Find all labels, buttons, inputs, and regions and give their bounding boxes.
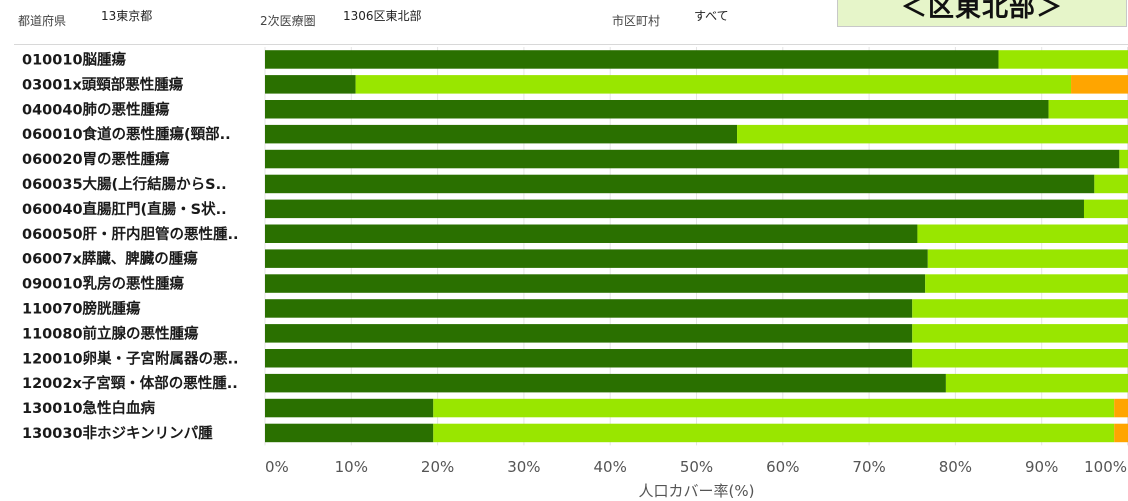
bar-segment-2: [433, 423, 1115, 443]
bar-segment-2: [433, 398, 1115, 418]
bar-segment-1: [265, 50, 999, 69]
bar-segment-1: [265, 149, 1120, 169]
x-tick-label: 80%: [939, 458, 972, 476]
category-label: 060050肝・肝内胆管の悪性腫..: [22, 225, 239, 243]
bar-segment-2: [912, 324, 1128, 343]
bar-segment-2: [998, 50, 1128, 69]
bar-segment-2: [1119, 149, 1128, 169]
bar-segment-2: [912, 299, 1128, 318]
x-tick-label: 90%: [1025, 458, 1058, 476]
bar-segment-1: [265, 324, 913, 343]
bar-segment-1: [265, 373, 946, 393]
bar-segment-2: [945, 373, 1128, 393]
bar-segment-2: [1083, 199, 1128, 219]
x-tick-label: 20%: [421, 458, 454, 476]
category-label: 110080前立腺の悪性腫瘍: [22, 324, 199, 342]
bar-segment-2: [917, 224, 1128, 243]
header-divider: [14, 44, 1128, 45]
category-label: 040040肺の悪性腫瘍: [22, 100, 170, 118]
bar-segment-1: [265, 423, 434, 443]
bar-segment-3: [1114, 423, 1128, 443]
x-tick-label: 30%: [507, 458, 540, 476]
bar-segment-2: [927, 249, 1128, 268]
category-label: 010010脳腫瘍: [22, 50, 127, 68]
medical-area-label: 2次医療圏: [260, 14, 316, 28]
category-label: 06007x膵臓、脾臓の腫瘍: [22, 250, 198, 268]
category-label: 03001x頭頸部悪性腫瘍: [22, 75, 184, 93]
prefecture-value[interactable]: 13東京都: [101, 9, 153, 23]
category-label: 130030非ホジキンリンパ腫: [22, 424, 213, 442]
bar-segment-2: [1094, 174, 1128, 194]
x-tick-label: 70%: [852, 458, 885, 476]
bar-segment-2: [1048, 100, 1128, 119]
bar-segment-2: [737, 124, 1128, 144]
category-label: 060040直腸肛門(直腸・S状..: [22, 200, 227, 218]
bar-segment-1: [265, 349, 913, 368]
bar-segment-1: [265, 124, 738, 144]
city-label: 市区町村: [612, 14, 661, 28]
prefecture-label: 都道府県: [18, 14, 67, 28]
bar-segment-2: [355, 75, 1072, 94]
x-tick-label: 50%: [680, 458, 713, 476]
category-label: 120010卵巣・子宮附属器の悪..: [22, 349, 239, 367]
bar-segment-1: [265, 174, 1095, 194]
x-tick-label: 10%: [335, 458, 368, 476]
x-axis-title: 人口カバー率(%): [639, 482, 755, 500]
medical-area-value[interactable]: 1306区東北部: [343, 9, 422, 23]
bar-segment-3: [1114, 398, 1128, 418]
bar-segment-1: [265, 299, 913, 318]
category-label: 060020胃の悪性腫瘍: [22, 150, 170, 168]
bar-segment-1: [265, 100, 1049, 119]
region-title: ＜区東北部＞: [837, 0, 1127, 27]
bar-segment-1: [265, 398, 434, 418]
bar-segment-1: [265, 274, 926, 293]
city-value[interactable]: すべて: [694, 9, 729, 23]
bar-segment-1: [265, 249, 928, 268]
x-tick-label: 60%: [766, 458, 799, 476]
x-tick-label: 40%: [594, 458, 627, 476]
category-label: 060035大腸(上行結腸からS..: [22, 175, 227, 193]
bar-segment-3: [1071, 75, 1128, 94]
x-tick-label: 100%: [1084, 458, 1127, 476]
bar-segment-1: [265, 199, 1084, 219]
bar-segment-1: [265, 75, 356, 94]
category-label: 060010食道の悪性腫瘍(頸部..: [22, 125, 231, 143]
category-label: 130010急性白血病: [22, 399, 156, 417]
category-label: 110070膀胱腫瘍: [22, 299, 141, 317]
bar-segment-2: [925, 274, 1128, 293]
category-label: 12002x子宮頸・体部の悪性腫..: [22, 374, 238, 392]
category-label: 090010乳房の悪性腫瘍: [22, 275, 185, 293]
bar-segment-1: [265, 224, 918, 243]
x-tick-label: 0%: [265, 458, 289, 476]
bar-segment-2: [912, 349, 1128, 368]
